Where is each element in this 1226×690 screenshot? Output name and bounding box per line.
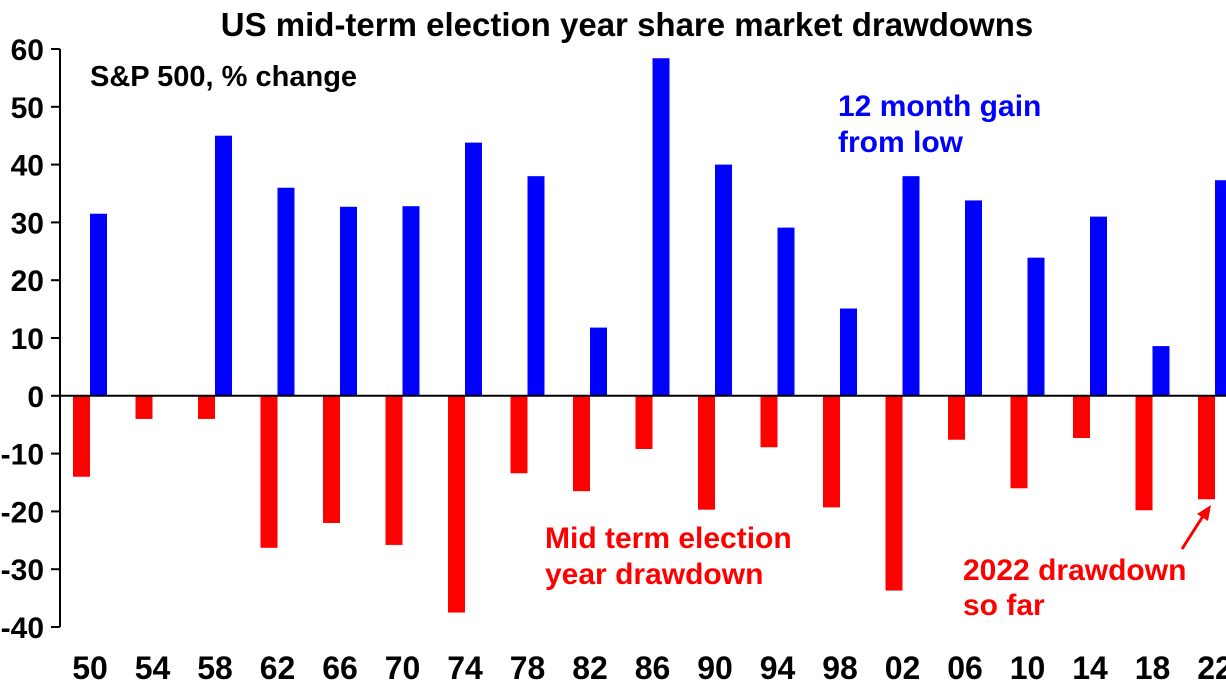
annotation-arrow-shaft (1180, 512, 1207, 550)
y-tick-label: 50 (11, 92, 44, 125)
gain-bar-62 (277, 187, 295, 396)
x-tick-label: 90 (697, 650, 733, 686)
x-tick-label: 18 (1135, 650, 1171, 686)
x-tick-label: 62 (260, 650, 296, 686)
annotation-2022-line-1: 2022 drawdown (963, 554, 1186, 587)
drawdown-bar-02 (885, 395, 903, 591)
gain-bar-14 (1090, 216, 1107, 396)
x-tick-label: 94 (760, 650, 796, 686)
x-tick-label: 54 (135, 650, 171, 686)
annotation-blue-line-2: from low (838, 126, 964, 159)
gain-bar-74 (465, 142, 482, 396)
x-tick-label: 10 (1010, 650, 1046, 686)
gain-bar-10 (1027, 257, 1045, 396)
x-tick-label: 22 (1197, 650, 1226, 686)
drawdown-bar-58 (198, 395, 215, 419)
y-tick-label: -30 (1, 554, 44, 587)
drawdown-bar-54 (135, 395, 153, 419)
drawdown-bar-94 (760, 395, 778, 448)
x-tick-label: 82 (572, 650, 608, 686)
y-tick-label: 60 (11, 34, 44, 67)
gain-bar-22 (1215, 180, 1226, 396)
annotation-arrow-head (1197, 505, 1211, 521)
x-axis: 50 54 58 62 66 70 74 78 82 86 90 94 98 02 06 10 14 18 22 (72, 650, 1226, 686)
x-tick-label: 70 (385, 650, 421, 686)
gain-bar-98 (840, 308, 857, 396)
gain-bar-06 (965, 200, 982, 396)
x-tick-label: 14 (1072, 650, 1108, 686)
drawdown-bar-82 (573, 395, 590, 492)
y-axis: -40 -30 -20 -10 0 10 20 30 40 50 60 (1, 34, 61, 645)
x-tick-label: 74 (447, 650, 483, 686)
y-tick-label: -20 (1, 496, 44, 529)
drawdown-bar-66 (323, 395, 340, 523)
y-tick-label: 20 (11, 265, 44, 298)
gain-bar-82 (590, 327, 607, 396)
chart-title: US mid-term election year share market d… (221, 6, 1033, 43)
y-tick-label: 0 (27, 381, 44, 414)
drawdown-bar-62 (260, 395, 278, 548)
chart-subtitle: S&P 500, % change (90, 61, 357, 93)
gain-bar-50 (90, 213, 107, 396)
x-tick-label: 98 (822, 650, 858, 686)
x-tick-label: 78 (510, 650, 546, 686)
x-tick-label: 86 (635, 650, 671, 686)
x-tick-label: 06 (947, 650, 983, 686)
gain-bar-86 (652, 58, 670, 396)
y-tick-label: 30 (11, 207, 44, 240)
gain-bar-90 (715, 164, 732, 396)
bars (73, 58, 1226, 613)
gain-bar-94 (777, 227, 795, 396)
drawdown-bar-78 (510, 395, 528, 474)
gain-bar-70 (402, 206, 420, 396)
annotation-red-line-2: year drawdown (545, 558, 763, 591)
gain-bar-02 (902, 176, 920, 396)
gain-bar-18 (1152, 346, 1170, 396)
x-tick-label: 66 (322, 650, 358, 686)
gain-bar-78 (527, 176, 545, 396)
drawdown-bar-50 (73, 395, 90, 477)
x-tick-label: 50 (72, 650, 108, 686)
drawdown-bar-74 (448, 395, 465, 613)
drawdown-bar-14 (1073, 395, 1090, 438)
y-tick-label: -10 (1, 439, 44, 472)
annotation-red-line-1: Mid term election (545, 522, 792, 555)
drawdown-bar-90 (698, 395, 715, 510)
gain-bar-58 (215, 135, 232, 396)
drawdown-bar-22 (1198, 395, 1215, 500)
drawdown-bar-10 (1010, 395, 1028, 489)
y-tick-label: 40 (11, 150, 44, 183)
y-tick-label: 10 (11, 323, 44, 356)
drawdown-bar-98 (823, 395, 840, 508)
x-tick-label: 58 (197, 650, 233, 686)
drawdown-bar-06 (948, 395, 965, 440)
y-tick-label: -40 (1, 612, 44, 645)
drawdown-bar-70 (385, 395, 403, 545)
annotation-2022-line-2: so far (963, 589, 1045, 622)
annotation-blue-line-1: 12 month gain (838, 90, 1041, 123)
drawdown-bar-18 (1135, 395, 1153, 511)
drawdown-bar-86 (635, 395, 653, 449)
gain-bar-66 (340, 206, 357, 396)
x-tick-label: 02 (885, 650, 921, 686)
